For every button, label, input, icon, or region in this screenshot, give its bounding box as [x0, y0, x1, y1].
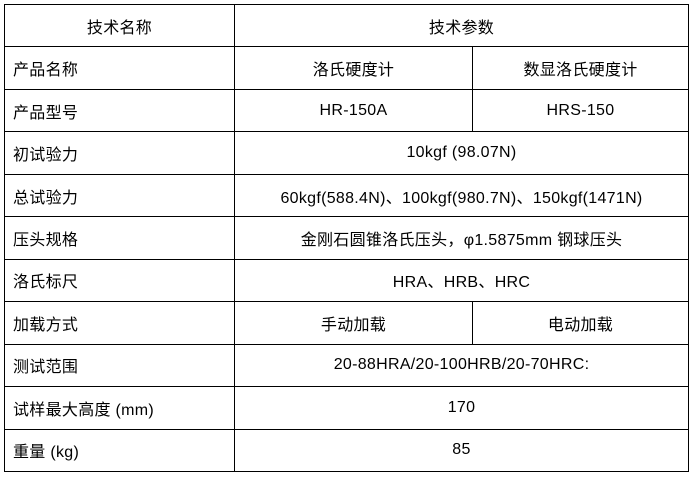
table-row-indenter-spec: 压头规格 金刚石圆锥洛氏压头，φ1.5875mm 钢球压头: [4, 216, 690, 260]
spec-table-container: 技术名称 技术参数 产品名称 洛氏硬度计 数显洛氏硬度计 产品型号 HR-150…: [4, 3, 690, 473]
table-row-product-model: 产品型号 HR-150A HRS-150: [4, 88, 690, 133]
header-tech-name-cell: 技术名称: [4, 3, 235, 48]
label-total-test-force: 总试验力: [4, 173, 235, 218]
label-rockwell-scale: 洛氏标尺: [4, 258, 235, 303]
table-row-loading-method: 加载方式 手动加载 电动加载: [4, 301, 690, 345]
table-row-max-specimen-height: 试样最大高度 (mm) 170: [4, 386, 690, 430]
value-total-test-force: 60kgf(588.4N)、100kgf(980.7N)、150kgf(1471…: [233, 173, 690, 218]
label-initial-test-force: 初试验力: [4, 131, 235, 175]
table-row-product-name: 产品名称 洛氏硬度计 数显洛氏硬度计: [4, 46, 690, 90]
label-max-specimen-height: 试样最大高度 (mm): [4, 386, 235, 430]
label-loading-method: 加载方式: [4, 301, 235, 345]
label-product-model: 产品型号: [4, 88, 235, 133]
label-test-range: 测试范围: [4, 343, 235, 388]
table-row-total-test-force: 总试验力 60kgf(588.4N)、100kgf(980.7N)、150kgf…: [4, 173, 690, 218]
value-product-name-digital: 数显洛氏硬度计: [471, 46, 690, 90]
value-product-name-manual: 洛氏硬度计: [234, 46, 473, 90]
table-row-weight: 重量 (kg) 85: [4, 428, 690, 473]
value-indenter-spec: 金刚石圆锥洛氏压头，φ1.5875mm 钢球压头: [233, 216, 690, 260]
table-row-header: 技术名称 技术参数: [4, 3, 690, 48]
header-tech-params-cell: 技术参数: [233, 3, 690, 48]
label-indenter-spec: 压头规格: [4, 216, 235, 260]
value-product-model-digital: HRS-150: [471, 88, 690, 133]
value-loading-method-manual: 手动加载: [234, 301, 473, 345]
label-weight: 重量 (kg): [4, 428, 235, 473]
table-row-initial-test-force: 初试验力 10kgf (98.07N): [4, 131, 690, 175]
label-product-name: 产品名称: [4, 46, 235, 90]
value-product-model-manual: HR-150A: [234, 88, 473, 133]
value-initial-test-force: 10kgf (98.07N): [233, 131, 690, 175]
table-row-test-range: 测试范围 20-88HRA/20-100HRB/20-70HRC:: [4, 343, 690, 388]
value-max-specimen-height: 170: [233, 386, 690, 430]
value-rockwell-scale: HRA、HRB、HRC: [233, 258, 690, 303]
value-weight: 85: [233, 428, 690, 473]
value-loading-method-electric: 电动加载: [471, 301, 690, 345]
spec-table: 技术名称 技术参数 产品名称 洛氏硬度计 数显洛氏硬度计 产品型号 HR-150…: [4, 3, 690, 473]
value-test-range: 20-88HRA/20-100HRB/20-70HRC:: [233, 343, 690, 388]
table-row-rockwell-scale: 洛氏标尺 HRA、HRB、HRC: [4, 258, 690, 303]
